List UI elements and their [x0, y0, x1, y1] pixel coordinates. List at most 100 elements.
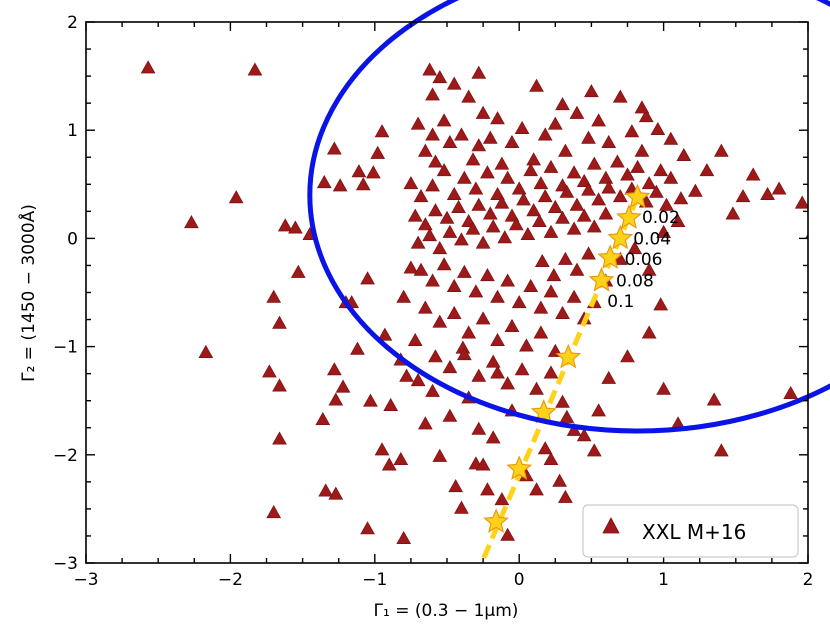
data-point-triangle: [601, 370, 617, 384]
data-point-triangle: [442, 224, 458, 238]
data-point-triangle: [328, 486, 344, 500]
data-point-triangle: [442, 134, 458, 149]
data-point-triangle: [543, 365, 559, 379]
data-point-triangle: [393, 451, 409, 466]
data-point-triangle: [417, 416, 433, 430]
data-point-triangle: [422, 228, 438, 242]
data-point-triangle: [328, 392, 344, 406]
data-point-triangle: [641, 325, 657, 339]
data-point-triangle: [543, 159, 559, 173]
data-point-triangle: [480, 482, 495, 496]
data-points: [140, 60, 808, 545]
data-point-triangle: [555, 305, 570, 319]
data-point-triangle: [581, 182, 596, 196]
data-point-triangle: [403, 260, 419, 274]
data-point-triangle: [451, 199, 466, 213]
data-point-triangle: [558, 143, 573, 157]
data-point-triangle: [351, 164, 367, 178]
data-point-triangle: [543, 284, 559, 298]
data-point-triangle: [547, 199, 563, 213]
data-point-triangle: [591, 403, 606, 417]
ticks: −3 −2 −1 0 1 2 −3 −2 −1 0 1 2: [53, 13, 813, 590]
data-point-triangle: [771, 181, 787, 195]
data-point-triangle: [327, 141, 342, 155]
data-point-triangle: [543, 224, 559, 238]
data-point-triangle: [468, 181, 484, 195]
track-star-marker: [483, 508, 509, 533]
data-point-triangle: [500, 527, 515, 541]
data-point-triangle: [446, 76, 462, 90]
data-point-triangle: [198, 344, 214, 358]
data-point-triangle: [576, 428, 592, 442]
data-point-triangle: [366, 165, 381, 179]
data-point-triangle: [272, 315, 287, 329]
data-point-triangle: [569, 105, 585, 119]
data-point-triangle: [659, 197, 674, 211]
data-point-triangle: [634, 143, 650, 157]
data-point-triangle: [581, 246, 596, 260]
track-annotation-label: 0.04: [633, 229, 671, 249]
data-point-triangle: [446, 305, 462, 319]
data-point-triangle: [266, 505, 282, 519]
selection-ellipse: [307, 0, 830, 434]
data-point-triangle: [508, 217, 524, 231]
data-point-triangle: [410, 116, 426, 130]
y-axis-label: Γ₂ = (1450 − 3000Å): [17, 204, 39, 382]
data-point-triangle: [461, 325, 477, 339]
plot-frame: [85, 21, 809, 564]
data-point-triangle: [475, 457, 491, 471]
data-point-triangle: [569, 197, 585, 211]
data-point-triangle: [316, 175, 332, 189]
data-point-triangle: [374, 124, 390, 138]
data-point-triangle: [396, 289, 412, 303]
data-point-triangle: [485, 354, 501, 368]
track-annotations: 0.020.040.060.080.1: [607, 208, 680, 312]
data-point-triangle: [511, 181, 527, 195]
data-point-triangle: [656, 224, 671, 238]
data-point-triangle: [745, 167, 761, 181]
data-point-triangle: [490, 111, 505, 125]
data-point-triangle: [673, 191, 689, 205]
data-point-triangle: [533, 325, 549, 339]
data-point-triangle: [454, 500, 469, 514]
data-point-triangle: [417, 217, 433, 231]
data-point-triangle: [480, 268, 495, 282]
track-star-marker: [588, 267, 615, 292]
legend-box: [582, 504, 799, 558]
data-point-triangle: [482, 206, 498, 220]
data-point-triangle: [468, 284, 484, 298]
data-point-triangle: [653, 163, 669, 177]
data-point-triangle: [676, 147, 692, 162]
data-point-triangle: [442, 408, 458, 422]
data-point-triangle: [442, 360, 458, 374]
data-point-triangle: [475, 311, 491, 325]
data-point-triangle: [533, 300, 549, 314]
data-point-triangle: [634, 100, 650, 114]
data-point-triangle: [471, 421, 487, 435]
data-point-triangle: [422, 62, 438, 76]
y-tick-label: −1: [53, 338, 78, 358]
data-point-triangle: [552, 473, 567, 487]
data-point-triangle: [627, 241, 643, 255]
data-point-triangle: [290, 264, 306, 278]
data-point-triangle: [586, 443, 602, 457]
y-tick-label: 1: [67, 121, 78, 141]
data-point-triangle: [610, 154, 625, 168]
x-tick-label: −2: [218, 570, 243, 590]
data-point-triangle: [559, 184, 575, 198]
data-point-triangle: [446, 278, 462, 292]
data-point-triangle: [360, 521, 375, 535]
data-point-triangle: [425, 87, 440, 101]
data-point-triangle: [526, 203, 541, 217]
data-point-triangle: [262, 364, 277, 378]
data-point-triangle: [461, 89, 477, 103]
data-point-triangle: [494, 195, 510, 209]
data-point-triangle: [663, 170, 679, 184]
data-point-triangle: [529, 78, 544, 92]
data-point-triangle: [370, 145, 386, 159]
data-point-triangle: [699, 163, 715, 177]
data-point-triangle: [547, 116, 563, 130]
data-point-triangle: [403, 176, 419, 190]
data-point-triangle: [584, 84, 599, 98]
data-point-triangle: [500, 273, 515, 287]
